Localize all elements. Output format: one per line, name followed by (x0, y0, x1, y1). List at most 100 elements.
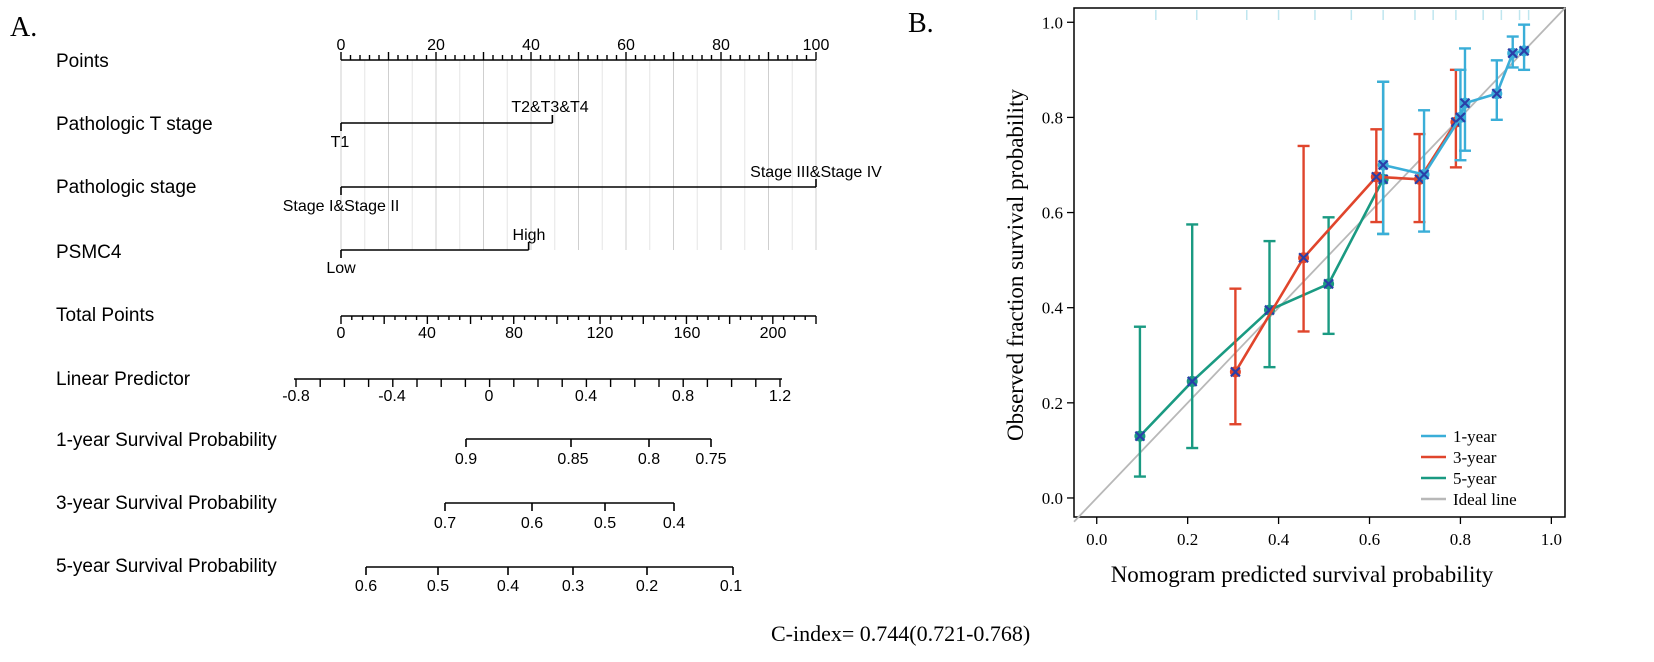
points-axis: 0 20 40 60 80 100 (337, 37, 830, 61)
five-year-tick-label: 0.2 (636, 578, 658, 595)
nomogram-panel: A. Points Pathologic T stage Pathologic … (10, 12, 1030, 646)
5-year-x-marker (1323, 278, 1334, 290)
ideal-line (1073, 7, 1566, 523)
y-tick-label: 1.0 (1042, 13, 1063, 32)
points-tick-label: 100 (803, 37, 830, 54)
5-year-x-marker (1134, 430, 1146, 442)
linear-predictor-tick-label: 1.2 (769, 388, 791, 405)
total-points-tick-label: 120 (587, 325, 614, 342)
one-year-tick-label: 0.75 (695, 451, 726, 468)
one-year-tick-label: 0.8 (638, 451, 660, 468)
five-year-tick-label: 0.3 (562, 578, 584, 595)
rug-marks (1155, 10, 1530, 20)
row-label-1-year: 1-year Survival Probability (56, 430, 277, 451)
linear-predictor-tick-label: 0 (485, 388, 494, 405)
calibration-panel: B. 0.0 0.2 0.4 0.6 0.8 1.00.00.20.40.60.81.0 … (908, 7, 1566, 587)
points-tick-label: 40 (522, 37, 540, 54)
y-tick-label: 0.4 (1042, 299, 1064, 318)
row-label-pathologic-stage: Pathologic stage (56, 177, 197, 198)
one-year-survival-axis: 0.9 0.85 0.8 0.75 (455, 438, 727, 468)
row-label-5-year: 5-year Survival Probability (56, 556, 277, 577)
1-year-x-marker (1518, 45, 1530, 57)
y-tick-label: 0.0 (1042, 489, 1063, 508)
pathologic-stage-level-high: Stage III&Stage IV (750, 164, 882, 181)
total-points-tick-label: 0 (337, 325, 346, 342)
row-label-3-year: 3-year Survival Probability (56, 493, 277, 514)
total-points-tick-label: 40 (418, 325, 436, 342)
five-year-tick-label: 0.5 (427, 578, 449, 595)
t-stage-level-high: T2&T3&T4 (511, 99, 588, 116)
one-year-tick-label: 0.85 (557, 451, 588, 468)
legend-label: 3-year (1453, 448, 1497, 467)
calibration-axes: 0.0 0.2 0.4 0.6 0.8 1.0 0.0 0.2 0.4 0.6 0.8 1.0 (1042, 13, 1562, 549)
3-year-x-marker (1298, 252, 1309, 264)
row-label-total-points: Total Points (56, 305, 154, 326)
points-tick-label: 80 (712, 37, 730, 54)
one-year-tick-label: 0.9 (455, 451, 477, 468)
total-points-tick-label: 80 (505, 325, 523, 342)
5-year-line (1138, 178, 1385, 438)
c-index-text: C-index= 0.744(0.721-0.768) (771, 621, 1030, 646)
y-tick-label: 0.6 (1042, 204, 1063, 223)
psmc4-level-high: High (513, 227, 546, 244)
linear-predictor-tick-label: 0.8 (672, 388, 694, 405)
linear-predictor-tick-label: 0.4 (575, 388, 597, 405)
row-label-linear-predictor: Linear Predictor (56, 369, 191, 390)
row-label-t-stage: Pathologic T stage (56, 114, 213, 135)
1-year-x-marker (1491, 88, 1503, 99)
five-year-tick-label: 0.1 (720, 578, 742, 595)
five-year-tick-label: 0.4 (497, 578, 519, 595)
psmc4-scale: Low High (326, 227, 545, 277)
pathologic-stage-level-low: Stage I&Stage II (283, 198, 400, 215)
x-tick-label: 0.8 (1450, 530, 1471, 549)
3-year-x-marker (1371, 171, 1382, 183)
3-year-x-marker (1230, 366, 1241, 378)
y-tick-label: 0.8 (1042, 108, 1063, 127)
three-year-tick-label: 0.6 (521, 515, 543, 532)
panel-b-label: B. (908, 8, 934, 39)
linear-predictor-tick-label: -0.8 (282, 388, 310, 405)
psmc4-level-low: Low (326, 260, 356, 277)
row-label-psmc4: PSMC4 (56, 242, 122, 263)
total-points-tick-label: 200 (760, 325, 787, 342)
legend-label: 1-year (1453, 427, 1497, 446)
1-year-x-marker (1507, 47, 1518, 59)
three-year-tick-label: 0.5 (594, 515, 616, 532)
points-tick-label: 60 (617, 37, 635, 54)
5-year-x-marker (1264, 304, 1275, 316)
x-tick-label: 0.4 (1268, 530, 1290, 549)
three-year-tick-label: 0.7 (434, 515, 456, 532)
linear-predictor-tick-label: -0.4 (378, 388, 406, 405)
three-year-tick-label: 0.4 (663, 515, 685, 532)
panel-a-label: A. (10, 12, 37, 43)
plot-frame (1073, 7, 1566, 518)
x-axis-title: Nomogram predicted survival probability (1111, 562, 1494, 587)
five-year-survival-axis: 0.6 0.5 0.4 0.3 0.2 0.1 (355, 566, 742, 595)
y-axis-title: Observed fraction survival probability (1003, 89, 1028, 441)
5-year-x-marker (1186, 376, 1198, 387)
five-year-tick-label: 0.6 (355, 578, 377, 595)
legend-label: Ideal line (1453, 490, 1517, 509)
x-tick-label: 0.2 (1177, 530, 1198, 549)
x-tick-label: 0.0 (1086, 530, 1107, 549)
t-stage-scale: T1 T2&T3&T4 (331, 99, 589, 151)
total-points-tick-label: 160 (674, 325, 701, 342)
points-tick-label: 0 (337, 37, 346, 54)
points-tick-label: 20 (427, 37, 445, 54)
calibration-series (1073, 7, 1566, 523)
row-label-points: Points (56, 51, 109, 72)
1-year-x-marker (1459, 97, 1471, 109)
x-tick-label: 1.0 (1541, 530, 1562, 549)
linear-predictor-axis: -0.8 -0.4 0 0.4 0.8 1.2 (282, 378, 791, 405)
1-year-x-marker (1418, 169, 1430, 180)
total-points-axis: 0 40 80 120 160 200 (337, 315, 817, 342)
points-gridlines (340, 60, 817, 250)
x-tick-label: 0.6 (1359, 530, 1380, 549)
legend-label: 5-year (1453, 469, 1497, 488)
y-tick-label: 0.2 (1042, 394, 1063, 413)
t-stage-level-low: T1 (331, 134, 350, 151)
legend: 1-year 3-year 5-year Ideal line (1421, 427, 1517, 509)
pathologic-stage-scale: Stage I&Stage II Stage III&Stage IV (283, 164, 882, 215)
1-year-x-marker (1455, 112, 1466, 123)
